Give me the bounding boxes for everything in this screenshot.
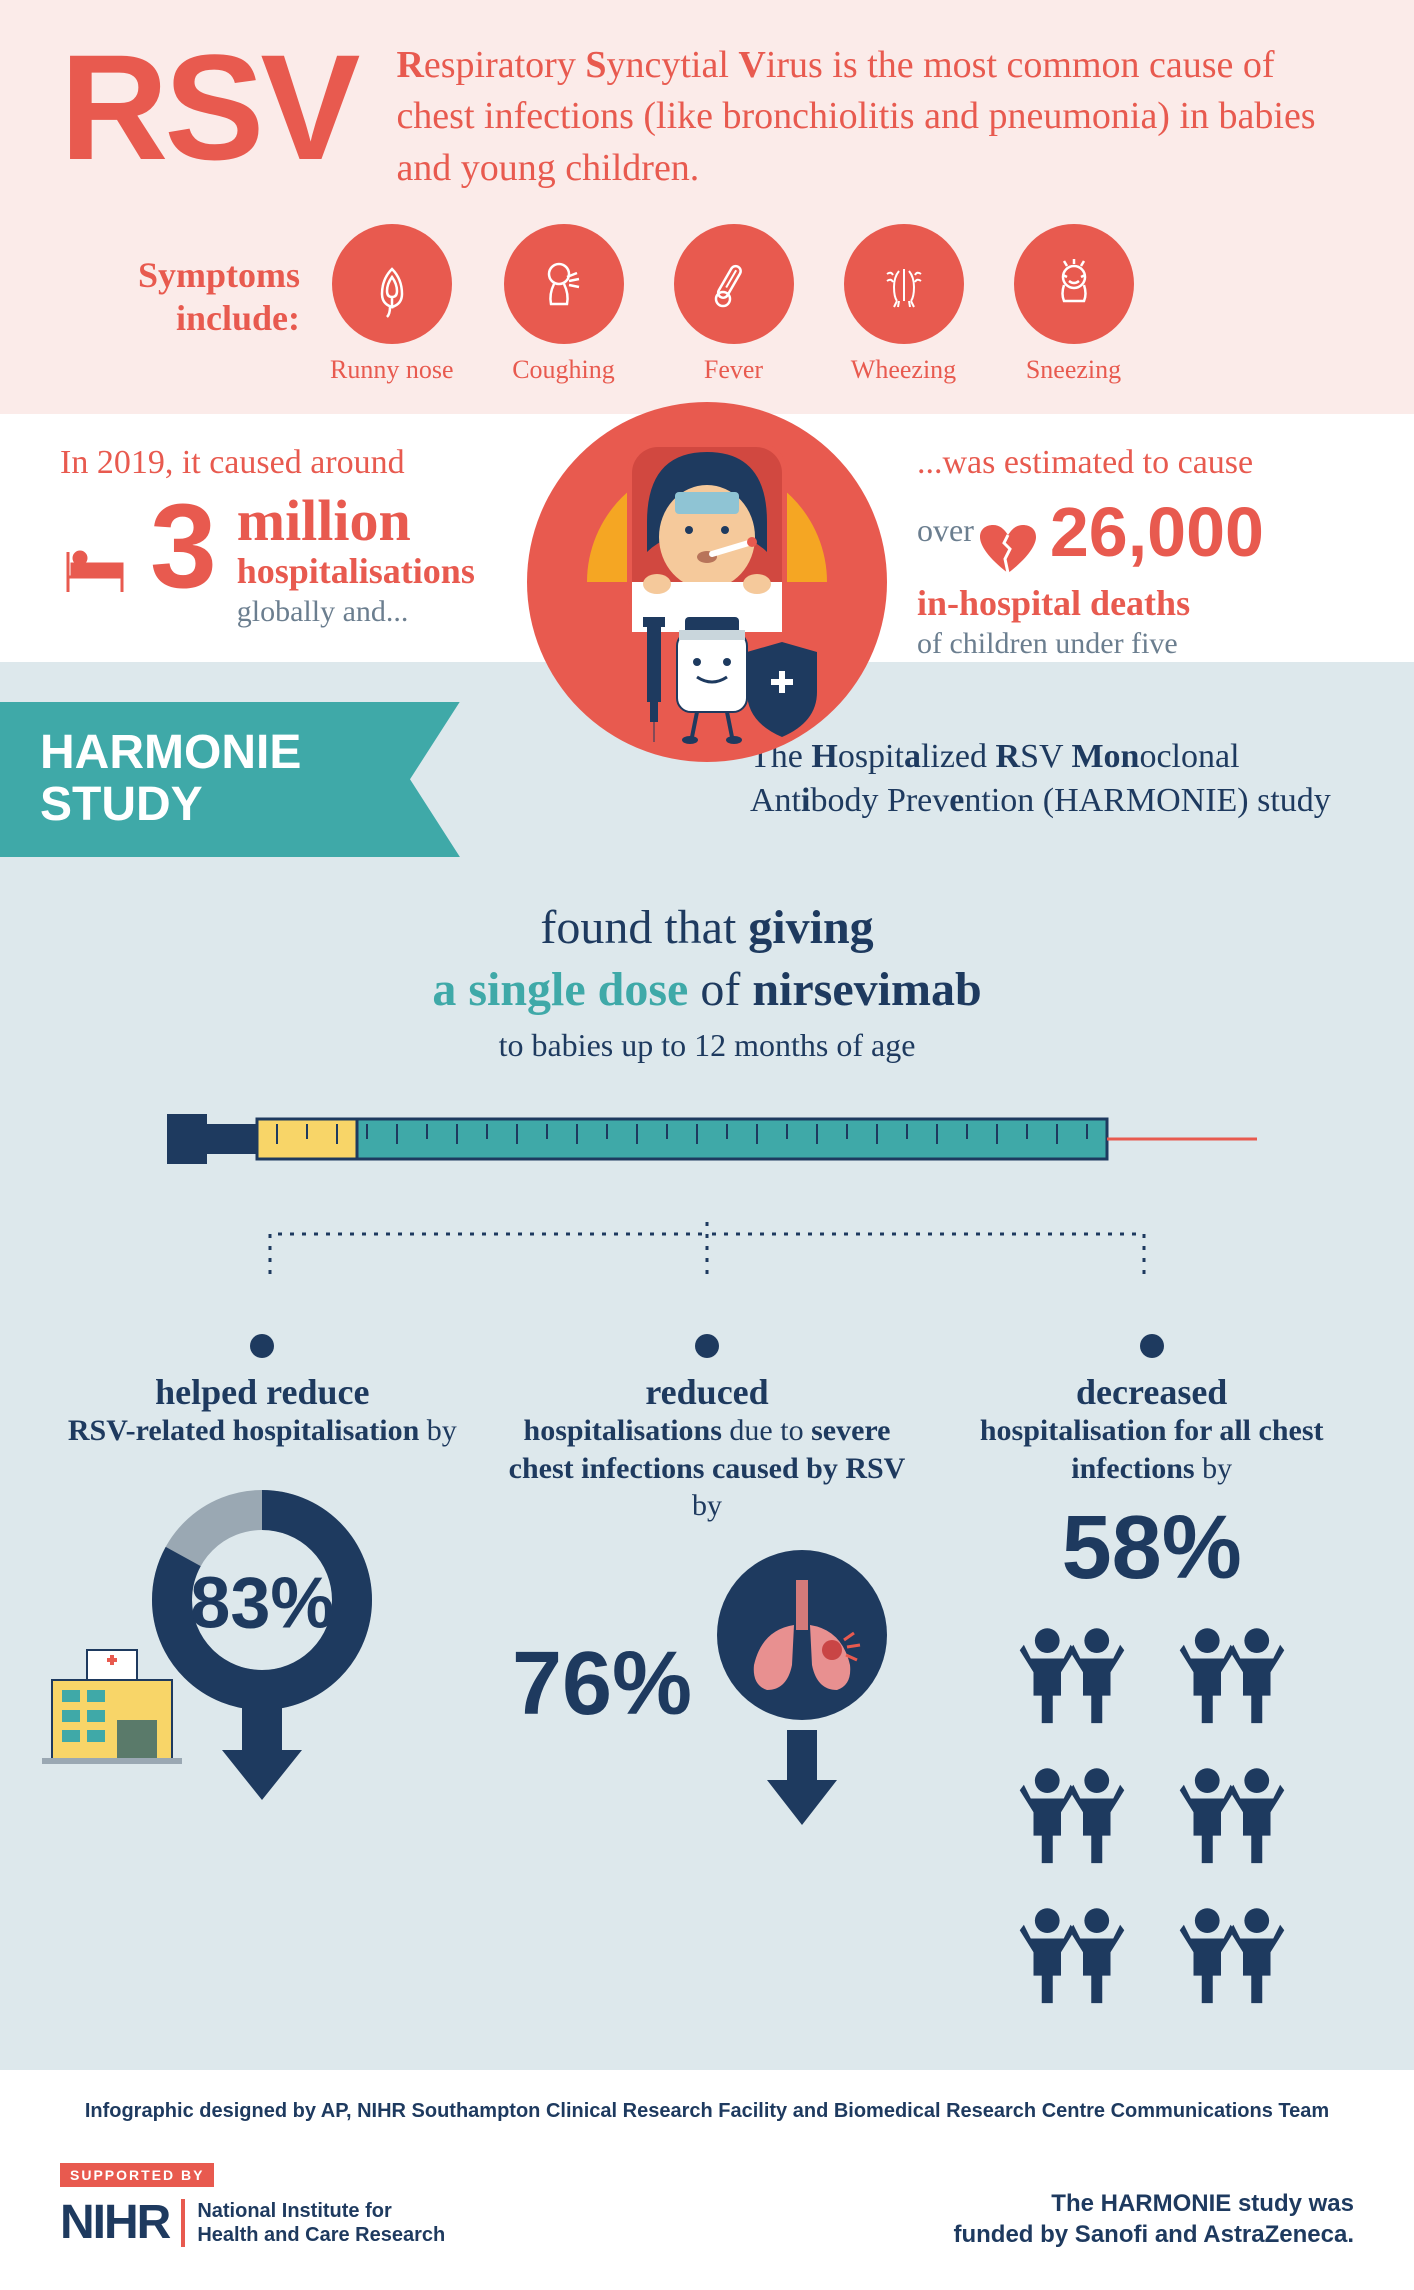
symptom-coughing: Coughing [504, 224, 624, 385]
found-sub: to babies up to 12 months of age [60, 1027, 1354, 1064]
stat-26000: 26,000 [1050, 492, 1264, 572]
symptom-fever: Fever [674, 224, 794, 385]
donut-chart: 83% [122, 1470, 402, 1750]
people-pair-icon [1177, 1620, 1287, 1730]
lungs-graphic: 76% [505, 1545, 910, 1825]
results-row: helped reduce RSV-related hospitalisatio… [60, 1334, 1354, 2011]
people-pair-icon [1017, 1620, 1127, 1730]
wheezing-icon [844, 224, 964, 344]
nihr-divider [181, 2199, 185, 2247]
stat-over: over [917, 512, 974, 549]
people-pair-icon [1177, 1760, 1287, 1870]
result-head: reduced [505, 1373, 910, 1413]
rsv-title-row: RSV Respiratory Syncytial Virus is the m… [60, 40, 1354, 194]
sick-child-illustration [507, 382, 907, 782]
rsv-acronym: RSV [60, 40, 356, 175]
funded-text: The HARMONIE study wasfunded by Sanofi a… [953, 2188, 1354, 2250]
stat-right: ...was estimated to cause over 26,000 in… [917, 444, 1354, 661]
supported-badge: SUPPORTED BY [60, 2163, 214, 2187]
stat-deaths-label: in-hospital deaths [917, 582, 1354, 625]
result-col-1: reduced hospitalisations due to severe c… [505, 1334, 910, 2011]
connector-dot [1140, 1334, 1164, 1358]
stat-right-intro: ...was estimated to cause [917, 444, 1354, 482]
symptom-runny-nose: Runny nose [330, 224, 454, 385]
connector-dot [695, 1334, 719, 1358]
dotted-connectors [60, 1214, 1354, 1274]
nihr-logo: NIHR [60, 2195, 169, 2250]
result-pct: 58% [949, 1497, 1354, 1600]
result-head: decreased [949, 1373, 1354, 1413]
sneezing-icon [1014, 224, 1134, 344]
symptom-icons: Runny nose Coughing Fever Wheezing Sneez… [330, 224, 1354, 385]
result-col-2: decreased hospitalisation for all chest … [949, 1334, 1354, 2011]
result-sub: hospitalisation for all chest infections… [949, 1412, 1354, 1487]
result-col-0: helped reduce RSV-related hospitalisatio… [60, 1334, 465, 2011]
people-grid [949, 1620, 1354, 2010]
footer-row: SUPPORTED BY NIHR National Institute for… [60, 2163, 1354, 2250]
hospital-bed-icon [60, 532, 130, 602]
people-pair-icon [1017, 1900, 1127, 2010]
symptom-label: Coughing [512, 356, 615, 385]
people-pair-icon [1177, 1900, 1287, 2010]
stat-number-3: 3 [150, 492, 217, 600]
people-pair-icon [1017, 1760, 1127, 1870]
stat-globally: globally and... [237, 594, 475, 630]
symptom-sneezing: Sneezing [1014, 224, 1134, 385]
connector-dot [250, 1334, 274, 1358]
harmonie-section: HARMONIE STUDY The Hospitalized RSV Mono… [0, 662, 1414, 2071]
hospital-building-icon [32, 1630, 192, 1770]
coughing-icon [504, 224, 624, 344]
symptoms-label: Symptoms include: [60, 224, 300, 340]
stat-children-sub: of children under five [917, 626, 1354, 662]
symptom-label: Sneezing [1026, 356, 1121, 385]
rsv-description: Respiratory Syncytial Virus is the most … [396, 40, 1354, 194]
nihr-text: National Institute forHealth and Care Re… [197, 2199, 445, 2247]
symptom-label: Wheezing [851, 356, 956, 385]
credit-text: Infographic designed by AP, NIHR Southam… [60, 2100, 1354, 2123]
symptom-label: Fever [704, 356, 763, 385]
symptoms-row: Symptoms include: Runny nose Coughing Fe… [60, 224, 1354, 385]
nihr-block: SUPPORTED BY NIHR National Institute for… [60, 2163, 445, 2250]
stat-hospitalisations: hospitalisations [237, 550, 475, 593]
stat-left-intro: In 2019, it caused around [60, 444, 497, 482]
header-section: RSV Respiratory Syncytial Virus is the m… [0, 0, 1414, 414]
runny-nose-icon [332, 224, 452, 344]
result-head: helped reduce [60, 1373, 465, 1413]
found-text: found that giving a single dose of nirse… [60, 897, 1354, 1022]
fever-icon [674, 224, 794, 344]
result-pct: 76% [512, 1633, 692, 1736]
syringe-illustration [107, 1094, 1307, 1184]
broken-heart-icon [978, 523, 1038, 582]
footer-section: Infographic designed by AP, NIHR Southam… [0, 2070, 1414, 2290]
lungs-icon [702, 1545, 902, 1825]
harmonie-banner: HARMONIE STUDY [0, 702, 460, 858]
symptom-label: Runny nose [330, 356, 454, 385]
donut-pct: 83% [190, 1562, 334, 1644]
stat-million: million [237, 492, 475, 550]
result-sub: RSV-related hospitalisation by [60, 1412, 465, 1450]
symptom-wheezing: Wheezing [844, 224, 964, 385]
stat-left: In 2019, it caused around 3 million hosp… [60, 444, 497, 629]
result-sub: hospitalisations due to severe chest inf… [505, 1412, 910, 1525]
